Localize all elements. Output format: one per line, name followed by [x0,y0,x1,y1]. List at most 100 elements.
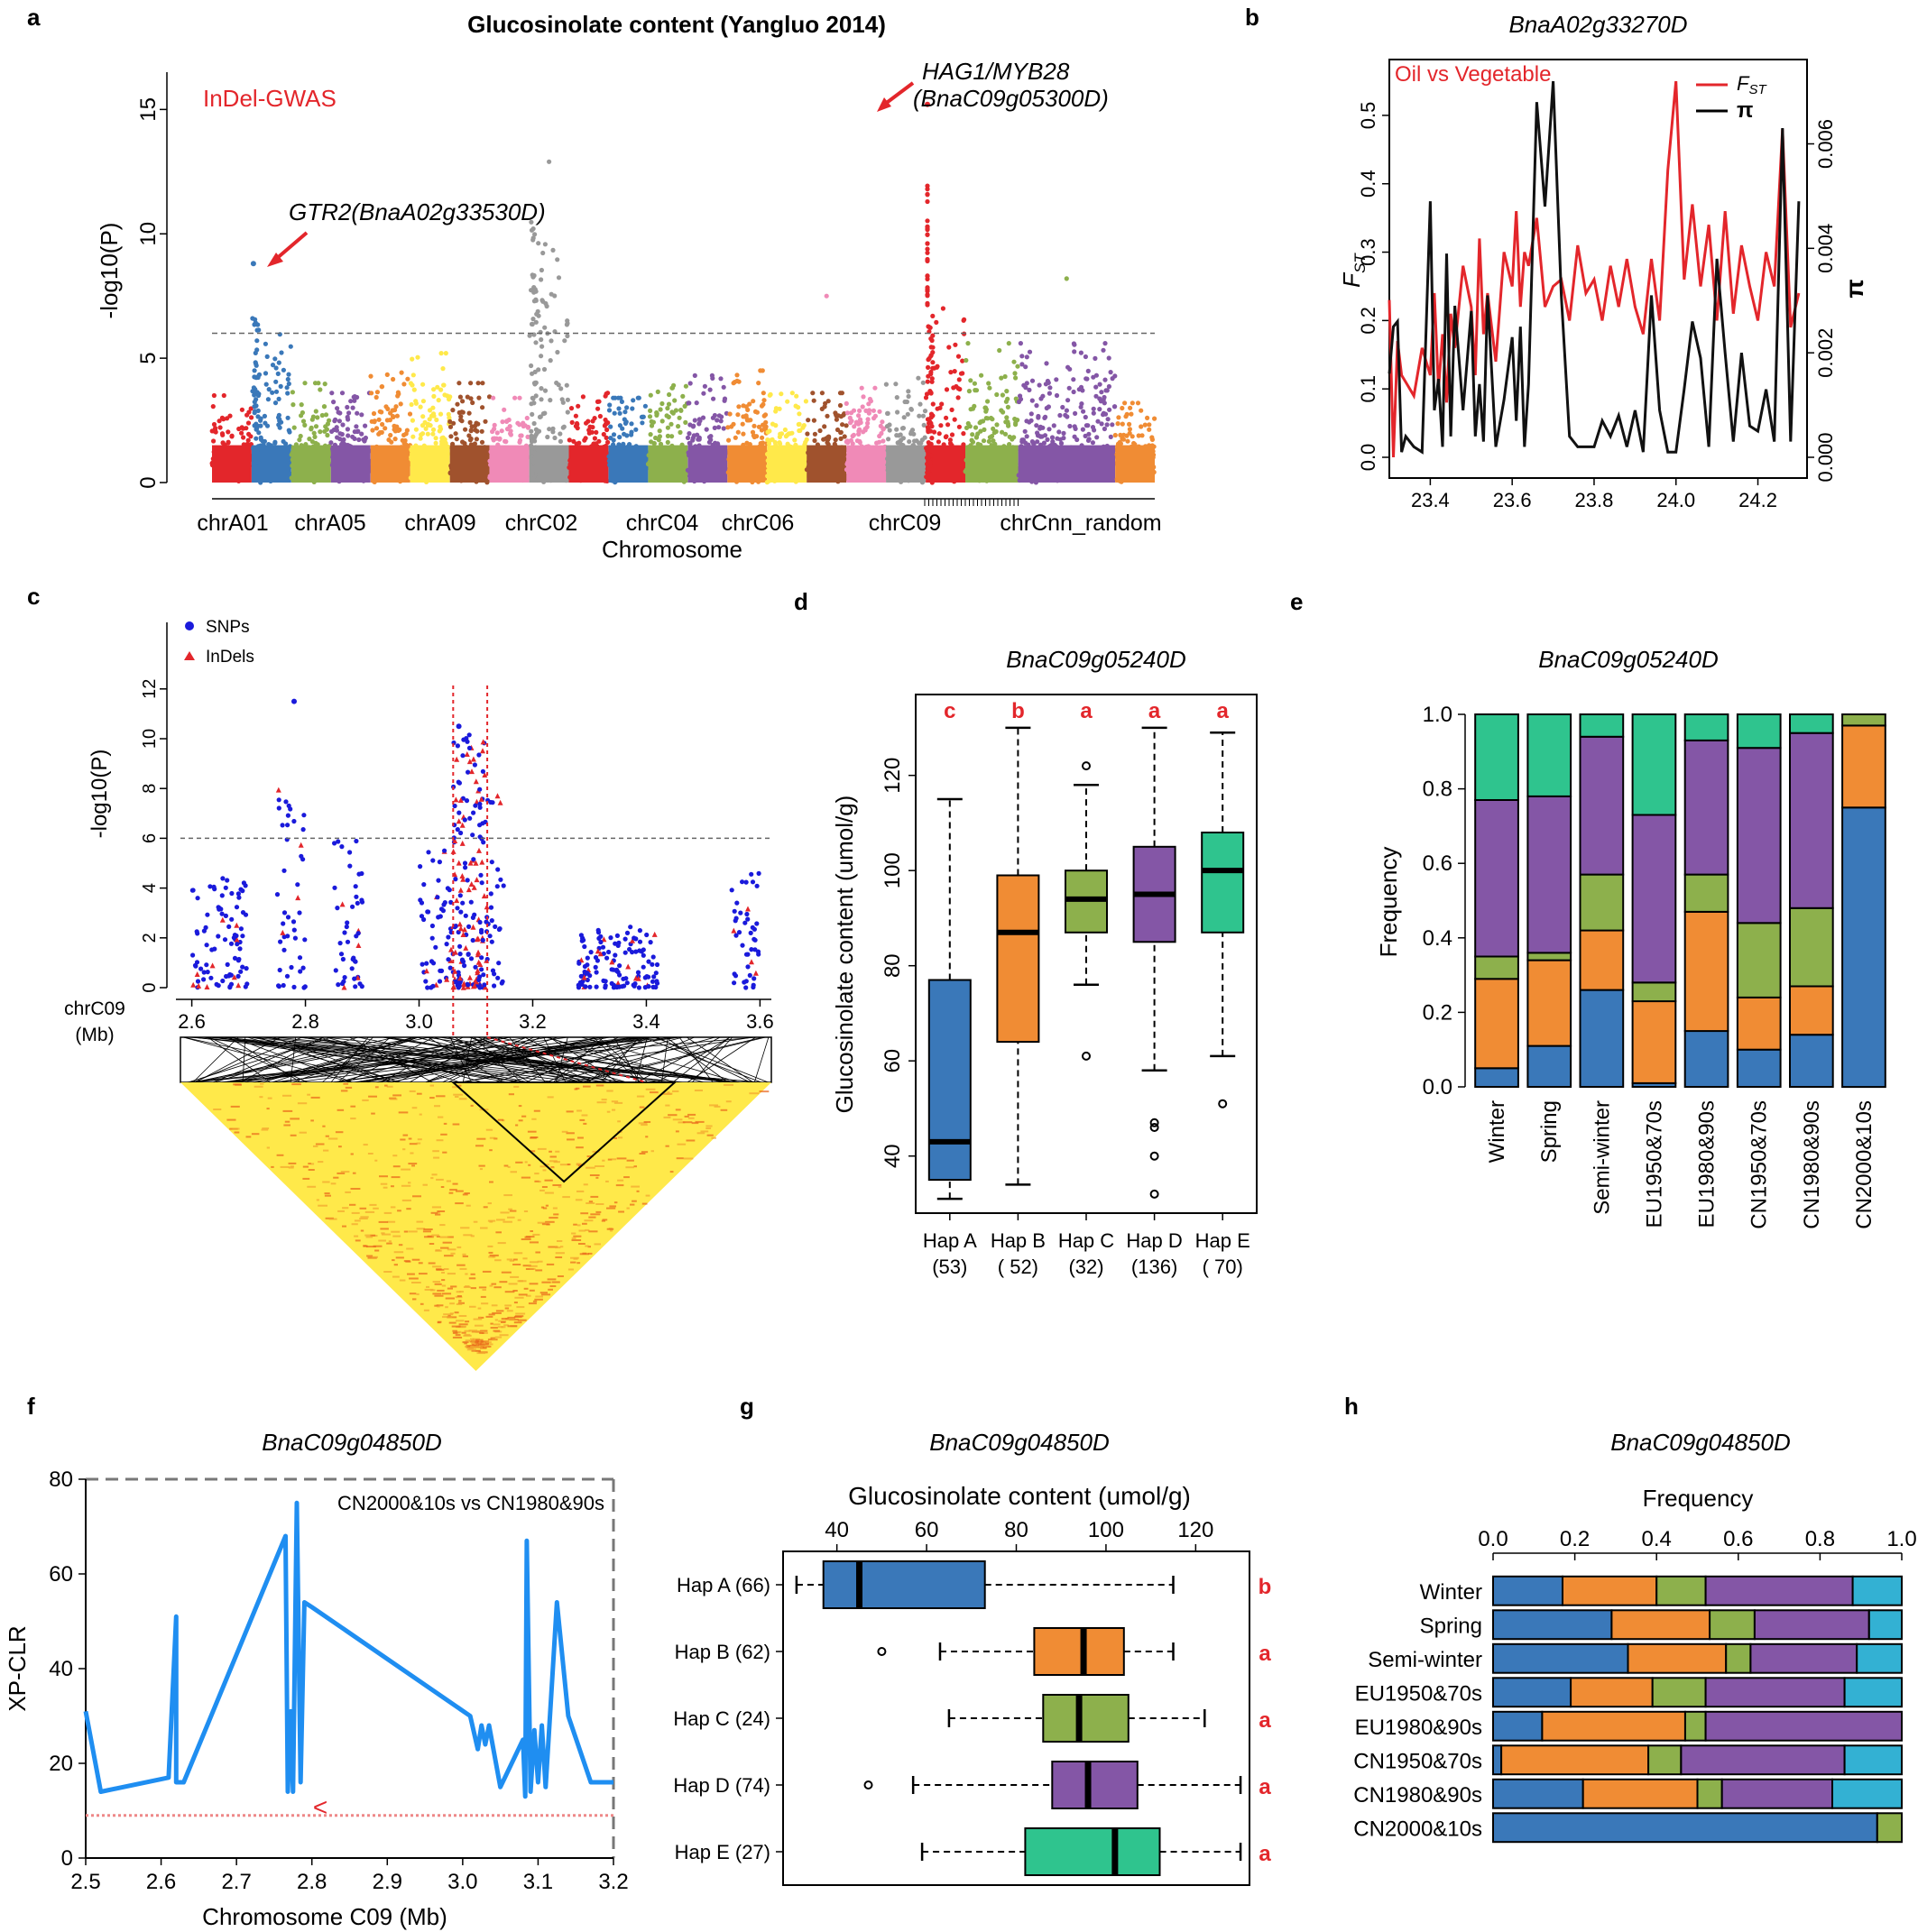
data-point [302,381,308,386]
data-point [239,430,244,436]
ld-cell [322,1125,326,1127]
ld-cell [382,1233,392,1236]
data-point [1029,398,1035,403]
data-point [886,437,891,442]
ld-cell [318,1161,324,1164]
ld-cell [535,1269,543,1272]
data-point [545,434,550,440]
data-point [226,439,231,445]
snp-point [489,918,494,924]
data-point [539,386,544,391]
data-point [880,419,885,425]
data-point [1023,364,1028,370]
data-point [226,429,231,435]
data-point [1135,400,1141,406]
data-point [735,429,741,435]
data-point [467,419,473,425]
y-tick-label-left: 0.1 [1357,375,1379,403]
ld-cell [271,1165,274,1168]
ld-cell [456,1264,466,1266]
snp-point [733,918,738,924]
data-point [797,421,802,427]
snp-point [332,841,337,846]
ld-cell [696,1132,705,1135]
data-point [480,405,485,410]
data-point [1067,423,1073,429]
data-point [1021,382,1027,388]
indel-point [280,929,286,935]
data-point [595,399,601,404]
data-point [540,250,546,256]
snp-point [441,902,447,907]
ld-cell [406,1247,414,1250]
data-point [348,399,354,404]
data-point [1086,431,1092,437]
data-point [701,391,706,396]
data-point [387,418,392,423]
snp-point [436,878,441,883]
data-point [530,226,536,232]
ld-cell [641,1124,648,1127]
data-point [391,376,396,382]
data-point [999,375,1004,381]
ld-cell [683,1157,694,1160]
data-point [607,402,613,408]
snp-point [461,963,467,969]
data-point [252,469,257,474]
ld-heatmap [180,1082,771,1371]
data-point [476,395,482,400]
snp-point [190,952,196,958]
data-point [928,354,934,359]
indel-point [456,860,462,866]
snp-point [276,984,281,989]
data-point [1120,421,1125,427]
ld-cell [390,1206,396,1209]
ld-cell [586,1166,595,1169]
snp-point [492,983,497,989]
ld-cell [444,1255,454,1257]
snp-point [480,937,485,943]
data-point [468,436,474,442]
ld-cell [432,1150,439,1153]
ld-cell [266,1146,270,1149]
snp-point [235,891,241,897]
data-point [1078,350,1083,355]
snp-point [204,962,209,968]
ld-cell [435,1213,441,1216]
ld-cell [583,1122,587,1125]
data-point [329,391,335,396]
ld-cell [479,1168,483,1171]
data-point [558,438,564,444]
data-point [309,439,315,445]
ld-cell [482,1270,492,1273]
snp-point [297,955,303,961]
data-point [313,409,318,414]
data-point [773,406,779,411]
snp-point [351,955,356,961]
data-point [1047,385,1053,391]
ld-cell [407,1273,415,1275]
data-point [833,410,838,416]
data-point [779,391,784,397]
ld-cell [435,1249,440,1252]
snp-point [301,813,307,818]
data-point [956,377,962,382]
snp-point [480,768,486,774]
snp-point [495,975,501,980]
data-point [908,407,915,412]
chromosome-band [846,445,887,483]
snp-point [466,745,473,751]
snp-point [622,950,628,955]
data-point [390,413,396,419]
snp-point [603,979,608,984]
ld-cell [470,1287,476,1290]
data-point [497,437,503,442]
data-point [1004,415,1010,420]
snp-point [623,976,629,981]
data-point [940,306,945,311]
data-point [999,408,1004,413]
data-point [565,333,570,339]
ld-cell [365,1236,373,1238]
snp-point [488,905,494,910]
ld-cell [391,1185,394,1188]
